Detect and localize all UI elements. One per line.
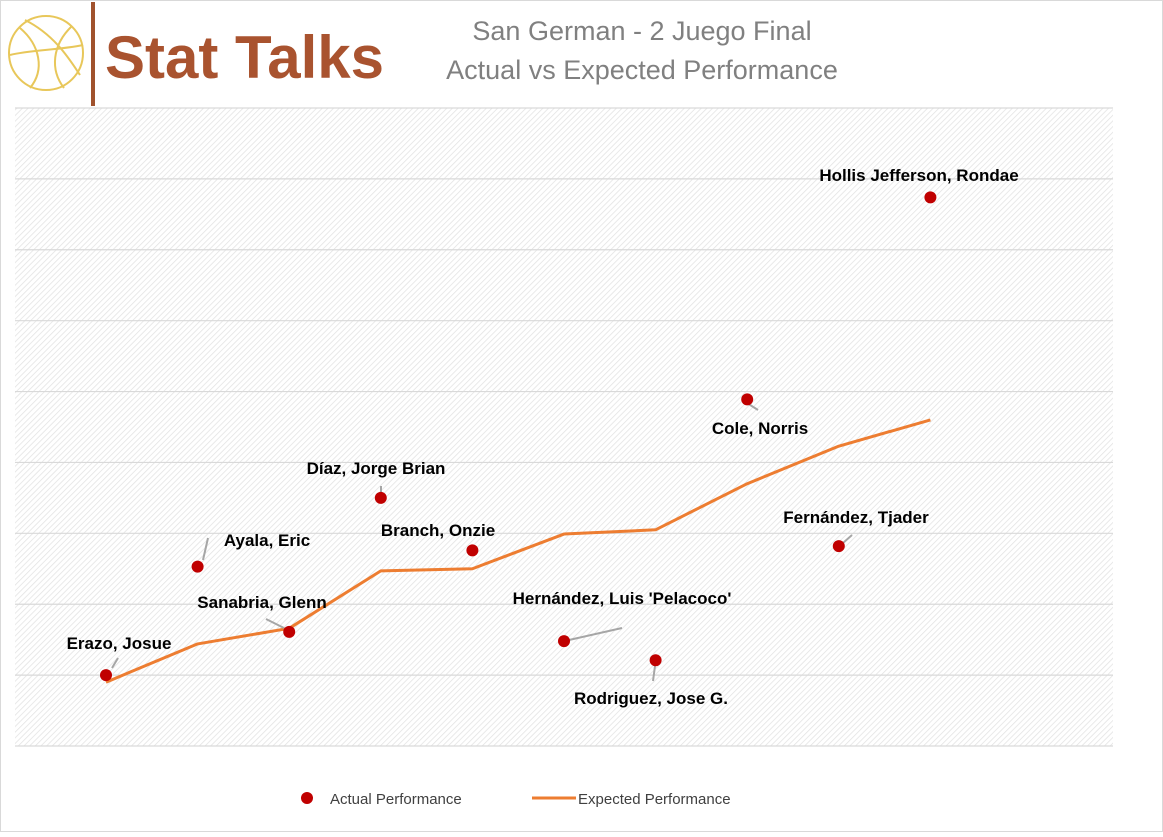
actual-point xyxy=(283,625,296,638)
point-label: Rodriguez, Jose G. xyxy=(574,689,728,708)
chart-title: San German - 2 Juego Final xyxy=(472,16,811,46)
legend-label: Expected Performance xyxy=(578,791,731,808)
logo xyxy=(8,15,84,91)
legend-swatch xyxy=(301,792,313,804)
leader-line xyxy=(265,618,285,629)
point-label: Fernández, Tjader xyxy=(783,508,929,527)
actual-point xyxy=(374,491,387,504)
actual-point xyxy=(832,540,845,553)
actual-point xyxy=(191,560,204,573)
point-label: Díaz, Jorge Brian xyxy=(307,459,446,478)
leader-line xyxy=(652,665,656,682)
actual-point xyxy=(100,669,112,682)
chart-subtitle: Actual vs Expected Performance xyxy=(446,55,838,85)
point-label: Cole, Norris xyxy=(712,419,808,438)
point-label: Hollis Jefferson, Rondae xyxy=(819,166,1018,185)
actual-point xyxy=(741,393,754,406)
leader-line xyxy=(202,537,209,561)
leader-line xyxy=(568,627,623,641)
point-label: Ayala, Eric xyxy=(224,531,310,550)
actual-point xyxy=(466,544,479,557)
leader-line xyxy=(111,657,119,669)
point-label: Erazo, Josue xyxy=(67,634,172,653)
actual-point xyxy=(558,635,570,648)
brand-divider xyxy=(91,2,95,106)
point-label: Hernández, Luis 'Pelacoco' xyxy=(513,589,732,608)
actual-point xyxy=(924,191,937,204)
leader-line xyxy=(842,534,853,544)
legend-label: Actual Performance xyxy=(330,791,462,808)
actual-point xyxy=(649,654,662,667)
point-label: Sanabria, Glenn xyxy=(197,593,326,612)
point-label: Branch, Onzie xyxy=(381,521,495,540)
expected-line xyxy=(105,418,931,684)
brand: Stat Talks xyxy=(105,24,384,91)
